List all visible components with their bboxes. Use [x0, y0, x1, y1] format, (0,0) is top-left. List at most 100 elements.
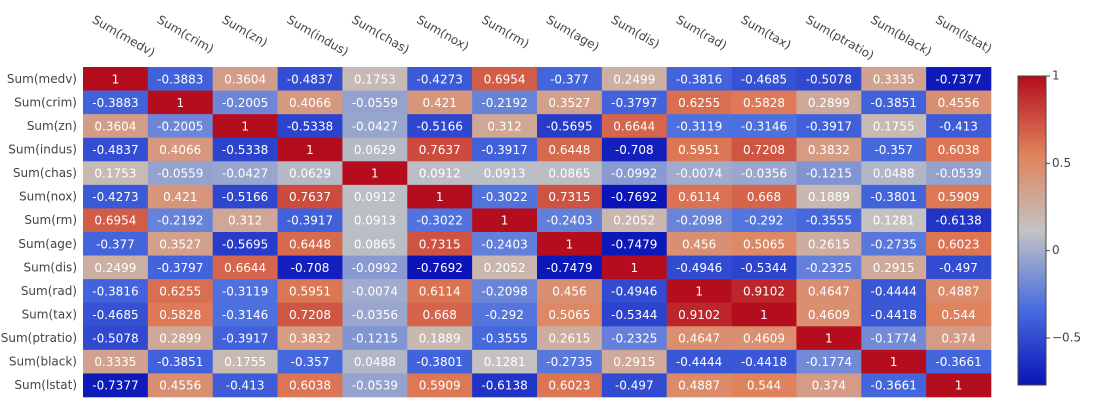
cell-value-label: -0.0427	[222, 167, 268, 181]
heatmap-cell	[83, 326, 149, 351]
heatmap-cell	[796, 184, 862, 209]
cell-value-label: 1	[890, 355, 898, 369]
cell-value-label: 0.6954	[484, 72, 526, 86]
x-axis-tick-label: Sum(dis)	[609, 12, 662, 51]
cell-value-label: 0.7315	[419, 237, 461, 251]
cell-value-label: -0.2325	[611, 332, 657, 346]
y-axis-tick-label: Sum(tax)	[22, 308, 77, 322]
heatmap-cell	[731, 67, 797, 91]
cell-value-label: 0.5909	[938, 190, 980, 204]
heatmap-cell	[147, 279, 214, 304]
cell-value-label: 0.544	[747, 379, 781, 393]
cell-value-label: 0.6038	[938, 143, 980, 157]
heatmap-cell	[796, 255, 862, 280]
cell-value-label: 1	[695, 284, 703, 298]
cell-value-label: -0.1215	[806, 167, 852, 181]
cell-value-label: -0.3555	[806, 214, 852, 228]
cell-value-label: 1	[501, 214, 509, 228]
x-axis-tick-label: Sum(age)	[544, 12, 602, 53]
heatmap-cell	[147, 67, 214, 91]
heatmap-cell	[666, 137, 732, 162]
cell-value-label: -0.708	[291, 261, 330, 275]
cell-value-label: -0.413	[226, 379, 265, 393]
x-axis-tick-label: Sum(chas)	[349, 12, 412, 56]
heatmap-cell	[926, 279, 992, 304]
heatmap-cell	[212, 208, 278, 233]
heatmap-cell	[731, 184, 797, 209]
cell-value-label: -0.4418	[871, 308, 917, 322]
heatmap-cell	[342, 255, 408, 280]
cell-value-label: 0.0913	[354, 214, 396, 228]
cell-value-label: -0.2735	[546, 355, 592, 369]
cell-value-label: 0.0488	[873, 167, 915, 181]
heatmap-cell	[731, 232, 797, 256]
heatmap-cell	[796, 302, 862, 327]
heatmap-cell	[537, 373, 603, 398]
cell-value-label: -0.357	[874, 143, 913, 157]
cell-value-label: 0.7637	[419, 143, 461, 157]
heatmap-cell	[666, 90, 732, 115]
cell-value-label: -0.413	[939, 119, 978, 133]
cell-value-label: -0.2005	[222, 96, 268, 110]
cell-value-label: -0.0074	[352, 284, 398, 298]
heatmap-cell	[342, 279, 408, 304]
cell-value-label: -0.3851	[871, 96, 917, 110]
cell-value-label: -0.4837	[92, 143, 138, 157]
heatmap-cell	[601, 67, 668, 91]
heatmap-cell	[666, 373, 732, 398]
cell-value-label: -0.5695	[222, 237, 268, 251]
heatmap-cell	[277, 302, 343, 327]
cell-value-label: 1	[825, 332, 833, 346]
heatmap-cell	[731, 302, 797, 327]
cell-value-label: 1	[112, 72, 120, 86]
heatmap-cell	[861, 326, 927, 351]
heatmap-cell	[601, 90, 668, 115]
heatmap-cell	[861, 279, 927, 304]
heatmap-cell	[537, 326, 603, 351]
cell-value-label: -0.1774	[806, 355, 852, 369]
cell-value-label: 0.0865	[548, 167, 590, 181]
heatmap-cell	[407, 279, 473, 304]
cell-value-label: 0.312	[228, 214, 262, 228]
heatmap-cell	[147, 137, 214, 162]
cell-value-label: 1	[630, 261, 638, 275]
cell-value-label: -0.4946	[676, 261, 722, 275]
cell-value-label: 0.421	[163, 190, 197, 204]
y-axis-tick-label: Sum(crim)	[14, 95, 77, 109]
colorbar: 1 0.5 0 −0.5	[1017, 69, 1081, 386]
heatmap-cell	[796, 373, 862, 398]
cell-value-label: -0.5166	[222, 190, 268, 204]
heatmap-cell	[277, 161, 343, 186]
cell-value-label: -0.3022	[481, 190, 527, 204]
cell-value-label: -0.7377	[935, 72, 981, 86]
x-axis-tick-label: Sum(nox)	[414, 12, 471, 53]
cell-value-label: 0.4647	[678, 332, 720, 346]
cell-value-label: 0.6644	[613, 119, 655, 133]
heatmap-cell	[342, 302, 408, 327]
heatmap-cell	[83, 255, 149, 280]
heatmap-cell	[861, 114, 927, 139]
cell-value-label: 0.374	[941, 332, 975, 346]
cell-value-label: -0.5078	[92, 332, 138, 346]
heatmap-cell	[472, 326, 538, 351]
y-axis-tick-label: Sum(medv)	[7, 72, 77, 86]
cell-value-label: 0.2615	[548, 332, 590, 346]
heatmap-cell	[472, 161, 538, 186]
heatmap-cell	[147, 373, 214, 398]
heatmap-cell	[212, 137, 278, 162]
cell-value-label: 0.3335	[873, 72, 915, 86]
heatmap-cell	[342, 184, 408, 209]
cell-value-label: 0.4609	[743, 332, 785, 346]
cell-value-label: 0.5909	[419, 379, 461, 393]
cell-value-label: 0.4066	[159, 143, 201, 157]
y-axis-tick-labels: Sum(medv) Sum(crim) Sum(zn) Sum(indus) Sum(c…	[1, 72, 77, 392]
cell-value-label: 0.5951	[289, 284, 331, 298]
heatmap-cell	[666, 232, 732, 256]
heatmap-cell	[666, 67, 732, 91]
cell-value-label: -0.3146	[741, 119, 787, 133]
heatmap-cell	[796, 279, 862, 304]
heatmap-cell	[472, 90, 538, 115]
cell-value-label: 0.7208	[743, 143, 785, 157]
cell-value-label: -0.5338	[222, 143, 268, 157]
heatmap-cell	[537, 137, 603, 162]
